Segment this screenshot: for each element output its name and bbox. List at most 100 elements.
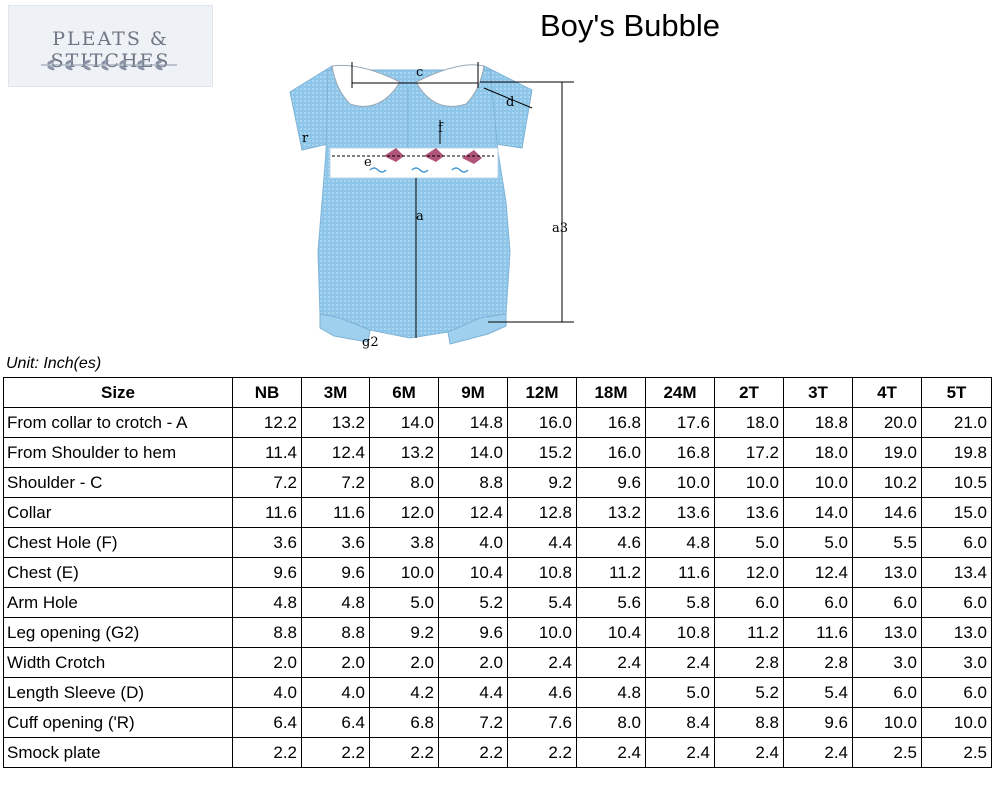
measurement-value: 21.0 [921,407,992,438]
column-header: 6M [369,377,439,408]
bubble-romper-diagram: c d r f e a a3 g2 [289,62,574,350]
measurement-label: From collar to crotch - A [3,407,233,438]
measurement-label: Chest (E) [3,557,233,588]
label-r: r [302,131,309,146]
measurement-value: 2.5 [852,737,922,768]
column-header: 3T [783,377,853,408]
measurement-value: 4.4 [438,677,508,708]
measurement-value: 10.0 [852,707,922,738]
measurement-value: 9.6 [301,557,370,588]
measurement-value: 4.4 [507,527,577,558]
measurement-value: 11.6 [783,617,853,648]
measurement-value: 10.4 [576,617,646,648]
measurement-value: 2.5 [921,737,992,768]
measurement-value: 9.2 [507,467,577,498]
fish-smocking [384,148,482,164]
measurement-label: Length Sleeve (D) [3,677,233,708]
measurement-value: 2.0 [301,647,370,678]
column-header: 12M [507,377,577,408]
measurement-value: 8.0 [576,707,646,738]
measurement-value: 13.2 [369,437,439,468]
column-header: 18M [576,377,646,408]
measurement-value: 18.8 [783,407,853,438]
measurement-value: 2.4 [714,737,784,768]
measurement-value: 9.6 [232,557,302,588]
measurement-value: 6.4 [232,707,302,738]
left-collar [331,64,401,107]
measurement-value: 5.6 [576,587,646,618]
measurement-value: 10.0 [783,467,853,498]
column-header: 9M [438,377,508,408]
table-row: Chest (E) 9.6 9.6 10.0 10.4 10.8 11.2 11.6 12.0 1… [3,557,992,588]
measurement-value: 2.8 [714,647,784,678]
measurement-value: 11.6 [645,557,715,588]
table-row: Chest Hole (F) 3.6 3.6 3.8 4.0 4.4 4.6 4.8 5.0 5.… [3,527,992,558]
measurement-value: 8.8 [438,467,508,498]
measurement-value: 17.6 [645,407,715,438]
measurement-value: 10.0 [645,467,715,498]
measurement-value: 6.0 [852,677,922,708]
measurement-value: 4.2 [369,677,439,708]
measurement-value: 2.2 [438,737,508,768]
measurement-value: 2.0 [438,647,508,678]
measurement-value: 2.4 [645,737,715,768]
page-title: Boy's Bubble [540,8,720,43]
measurement-value: 4.8 [576,677,646,708]
measurement-value: 6.8 [369,707,439,738]
measurement-label: Chest Hole (F) [3,527,233,558]
measurement-value: 11.6 [301,497,370,528]
measurement-label: Width Crotch [3,647,233,678]
left-sleeve [289,65,333,151]
measurement-value: 4.8 [232,587,302,618]
measurement-value: 12.4 [301,437,370,468]
measurement-value: 19.0 [852,437,922,468]
measurement-value: 20.0 [852,407,922,438]
left-leg-cuff [319,313,371,343]
measurement-value: 10.8 [645,617,715,648]
right-collar [415,64,485,107]
unit-label: Unit: Inch(es) [6,355,102,372]
measurement-value: 2.2 [232,737,302,768]
measurement-value: 16.0 [507,407,577,438]
table-row: Length Sleeve (D) 4.0 4.0 4.2 4.4 4.6 4.8 5.0 5.… [3,677,992,708]
measurement-value: 6.0 [921,677,992,708]
column-header: 5T [921,377,992,408]
label-c: c [416,65,423,80]
measurement-value: 10.2 [852,467,922,498]
measurement-value: 10.8 [507,557,577,588]
measurement-value: 12.4 [783,557,853,588]
measurement-value: 7.2 [438,707,508,738]
table-row: From Shoulder to hem 11.4 12.4 13.2 14.0 15.2… [3,437,992,468]
measurement-value: 6.0 [783,587,853,618]
label-e: e [364,155,372,170]
table-row: Arm Hole 4.8 4.8 5.0 5.2 5.4 5.6 5.8 6.0 6.0 6.0 6.… [3,587,992,618]
measurement-value: 12.0 [714,557,784,588]
measurement-value: 13.2 [301,407,370,438]
measurement-value: 5.8 [645,587,715,618]
measurement-value: 10.4 [438,557,508,588]
measurement-value: 10.0 [507,617,577,648]
measurement-value: 16.8 [576,407,646,438]
measurement-label: Arm Hole [3,587,233,618]
table-row: From collar to crotch - A 12.2 13.2 14.0 14.… [3,407,992,438]
measurement-label: Shoulder - C [3,467,233,498]
measurement-value: 11.2 [576,557,646,588]
measurement-value: 15.0 [921,497,992,528]
measurement-value: 13.2 [576,497,646,528]
measurement-label: From Shoulder to hem [3,437,233,468]
measurement-value: 4.0 [301,677,370,708]
measurement-value: 9.6 [576,467,646,498]
measurement-value: 6.4 [301,707,370,738]
wave-smocking [369,167,469,173]
measurement-value: 9.6 [438,617,508,648]
measurement-value: 13.0 [921,617,992,648]
measurement-label: Collar [3,497,233,528]
measurement-value: 16.8 [645,437,715,468]
measurement-value: 4.0 [232,677,302,708]
measurement-value: 5.2 [714,677,784,708]
measurement-value: 5.0 [369,587,439,618]
leaf-vine-ornament [41,59,177,71]
measurement-value: 16.0 [576,437,646,468]
measurement-value: 6.0 [852,587,922,618]
measurement-value: 15.2 [507,437,577,468]
